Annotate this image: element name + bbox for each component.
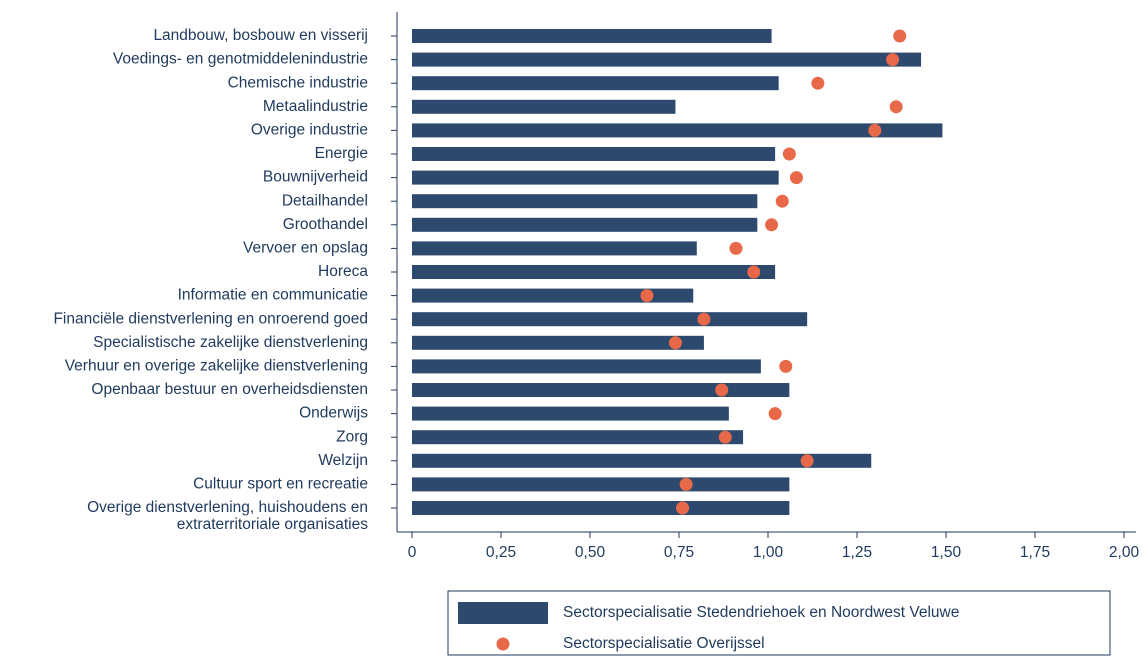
bar <box>412 453 872 468</box>
bar <box>412 99 676 114</box>
x-tick-label: 0 <box>408 544 417 561</box>
y-tick-label: Openbaar bestuur en overheidsdiensten <box>91 381 368 398</box>
bar <box>412 430 744 445</box>
x-tick-label: 0,75 <box>664 544 694 561</box>
y-tick-label: Cultuur sport en recreatie <box>193 475 368 492</box>
bar <box>412 241 697 256</box>
y-tick-label: Onderwijs <box>299 405 368 422</box>
legend-box <box>447 590 1111 656</box>
dot <box>768 407 782 421</box>
y-tick-label: Groothandel <box>283 216 368 233</box>
x-tick-label: 1,50 <box>931 544 962 561</box>
dot <box>775 194 789 208</box>
bar <box>412 383 790 397</box>
bar <box>412 217 758 232</box>
y-tick-label: Verhuur en overige zakelijke dienstverle… <box>65 357 368 374</box>
bar <box>412 147 776 161</box>
bar <box>412 312 808 327</box>
bar <box>412 194 758 209</box>
bar <box>412 76 779 91</box>
legend-label: Sectorspecialisatie Overijssel <box>563 635 765 652</box>
dot <box>886 53 900 67</box>
dot <box>640 289 654 303</box>
legend-label: Sectorspecialisatie Stedendriehoek en No… <box>563 604 959 621</box>
dot <box>800 454 814 468</box>
dot <box>747 265 761 279</box>
dot <box>789 171 803 185</box>
y-tick-label: Chemische industrie <box>228 74 368 91</box>
y-tick-label: Detailhandel <box>282 192 368 209</box>
y-tick-label: Bouwnijverheid <box>263 169 368 186</box>
y-tick-label: Overige industrie <box>251 121 368 138</box>
dot <box>811 76 825 90</box>
bar <box>412 123 943 138</box>
bar <box>412 265 776 279</box>
bar <box>412 29 772 43</box>
legend-swatch <box>496 637 510 651</box>
y-tick-label: Overige dienstverlening, huishoudens en e… <box>87 499 368 533</box>
dot <box>868 123 882 137</box>
bar <box>412 477 790 492</box>
dot <box>893 29 907 43</box>
y-tick-label: Welzijn <box>318 452 368 469</box>
dot <box>782 147 796 161</box>
bar <box>412 406 729 421</box>
x-tick-label: 0,50 <box>575 544 606 561</box>
dot <box>718 430 732 444</box>
bar <box>412 52 922 67</box>
dot <box>668 336 682 350</box>
y-tick-label: Financiële dienstverlening en onroerend … <box>53 310 368 327</box>
bar <box>412 288 694 303</box>
dot <box>765 218 779 232</box>
legend-swatch <box>458 602 548 624</box>
bar <box>412 501 790 515</box>
y-tick-label: Horeca <box>318 263 368 280</box>
dot <box>676 501 690 515</box>
y-tick-label: Vervoer en opslag <box>243 239 368 256</box>
dot <box>715 383 729 397</box>
y-tick-label: Voedings- en genotmiddelenindustrie <box>113 51 368 68</box>
x-tick-label: 1,00 <box>753 544 784 561</box>
y-tick-label: Specialistische zakelijke dienstverlenin… <box>93 334 368 351</box>
y-tick-label: Zorg <box>336 428 368 445</box>
y-tick-label: Landbouw, bosbouw en visserij <box>153 27 368 44</box>
y-tick-label: Metaalindustrie <box>263 98 368 115</box>
dot <box>729 241 743 255</box>
dot <box>697 312 711 326</box>
x-tick-label: 0,25 <box>486 544 516 561</box>
y-tick-label: Energie <box>315 145 368 162</box>
x-tick-label: 2,00 <box>1109 544 1140 561</box>
bar <box>412 335 704 350</box>
bar <box>412 359 761 374</box>
dot <box>889 100 903 114</box>
x-tick-label: 1,25 <box>842 544 872 561</box>
y-tick-label: Informatie en communicatie <box>178 287 368 304</box>
bar <box>412 170 779 185</box>
dot <box>779 359 793 373</box>
x-tick-label: 1,75 <box>1020 544 1050 561</box>
dot <box>679 477 693 491</box>
